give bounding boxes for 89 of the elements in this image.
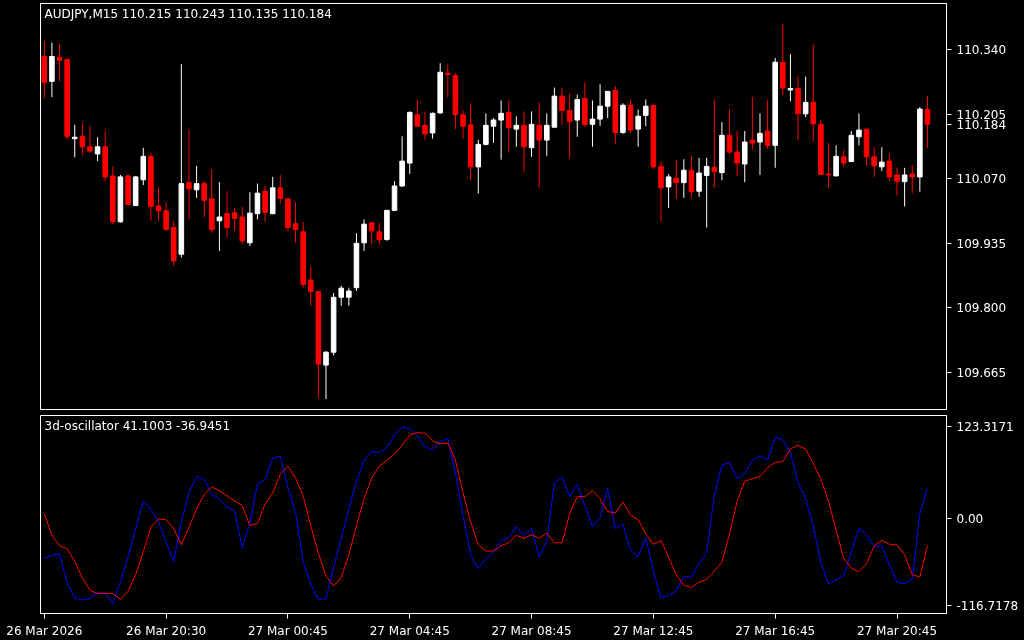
y-tick-label: 109.665 xyxy=(956,365,1007,380)
candlestick xyxy=(94,136,101,162)
candlestick xyxy=(277,174,284,205)
candlestick xyxy=(604,90,611,119)
candlestick xyxy=(361,218,367,252)
candlestick xyxy=(56,43,63,82)
x-tick-label: 27 Mar 12:45 xyxy=(613,623,694,638)
x-tick-label: 26 Mar 20:30 xyxy=(126,623,207,638)
candlestick xyxy=(711,99,718,189)
x-tick-label: 27 Mar 20:45 xyxy=(856,623,938,638)
x-tick-label: 27 Mar 00:45 xyxy=(247,623,328,638)
y-tick-label: 110.070 xyxy=(956,172,1007,187)
y-tick-label: 109.935 xyxy=(956,236,1007,251)
candlestick xyxy=(490,117,497,144)
candlestick xyxy=(475,139,482,195)
y-tick-label: 110.340 xyxy=(956,43,1007,58)
candlestick xyxy=(71,124,78,158)
candlestick xyxy=(376,222,383,245)
candlestick xyxy=(833,144,839,177)
candlestick xyxy=(498,99,504,161)
candlestick xyxy=(734,130,740,177)
candlestick xyxy=(901,167,908,207)
candlestick xyxy=(193,165,200,199)
candlestick xyxy=(856,112,862,146)
candlestick xyxy=(741,130,748,183)
candlestick xyxy=(224,190,230,239)
candlestick xyxy=(505,99,512,153)
candlestick xyxy=(871,146,877,178)
candlestick xyxy=(726,109,733,155)
candlestick xyxy=(262,185,268,223)
candlestick xyxy=(703,157,710,229)
candlestick xyxy=(589,99,596,148)
y-tick-label: 110.184 xyxy=(956,117,1007,132)
candlestick xyxy=(787,53,794,102)
y-tick-label: 123.3171 xyxy=(956,419,1014,434)
y-tick-label: -116.7178 xyxy=(956,598,1019,613)
candlestick xyxy=(825,142,832,189)
candlestick xyxy=(254,183,261,220)
candlestick xyxy=(924,95,931,149)
x-tick-label: 27 Mar 08:45 xyxy=(491,623,572,638)
candlestick xyxy=(749,96,756,151)
candlestick xyxy=(635,109,641,148)
candlestick xyxy=(163,202,169,232)
y-tick-label: 0.00 xyxy=(956,511,984,526)
candlestick xyxy=(483,112,489,146)
candlestick xyxy=(536,101,542,189)
candlestick xyxy=(338,285,345,307)
candlestick xyxy=(521,110,527,173)
candlestick xyxy=(186,128,192,220)
x-tick-label: 27 Mar 16:45 xyxy=(735,623,816,638)
candlestick xyxy=(764,99,771,150)
candlestick xyxy=(597,83,603,127)
candlestick xyxy=(559,87,565,126)
chart-title: AUDJPY,M15 110.215 110.243 110.135 110.184 xyxy=(44,6,332,21)
candlestick xyxy=(528,110,535,158)
candlestick xyxy=(681,158,687,199)
candlestick xyxy=(574,94,581,138)
x-tick-label: 26 Mar 2026 xyxy=(6,623,83,638)
candlestick xyxy=(216,181,223,252)
candlestick xyxy=(368,222,375,245)
x-tick-label: 27 Mar 04:45 xyxy=(369,623,450,638)
candlestick xyxy=(642,99,649,127)
chart-title: 3d-oscillator 41.1003 -36.9451 xyxy=(44,418,231,433)
candlestick xyxy=(346,287,352,307)
candlestick xyxy=(909,164,916,195)
candlestick xyxy=(658,160,664,223)
candlestick xyxy=(757,112,763,176)
y-tick-label: 109.800 xyxy=(956,301,1007,316)
candlestick xyxy=(513,115,520,148)
candlestick xyxy=(323,350,329,400)
candlestick xyxy=(673,159,680,200)
candlestick xyxy=(566,92,573,159)
candlestick xyxy=(155,186,162,222)
candlestick xyxy=(422,110,428,141)
candlestick xyxy=(79,122,86,156)
candlestick xyxy=(894,167,900,197)
candlestick xyxy=(429,111,436,140)
candlestick xyxy=(445,64,451,98)
candlestick xyxy=(414,99,421,128)
candlestick xyxy=(802,76,809,118)
candlestick xyxy=(879,146,885,172)
candlestick xyxy=(292,201,299,244)
candlestick xyxy=(665,173,672,209)
candlestick xyxy=(87,125,93,154)
candlestick xyxy=(886,153,893,182)
candlestick xyxy=(696,157,702,198)
candlestick xyxy=(460,109,466,140)
candlestick xyxy=(810,44,817,142)
candlestick xyxy=(201,180,207,218)
